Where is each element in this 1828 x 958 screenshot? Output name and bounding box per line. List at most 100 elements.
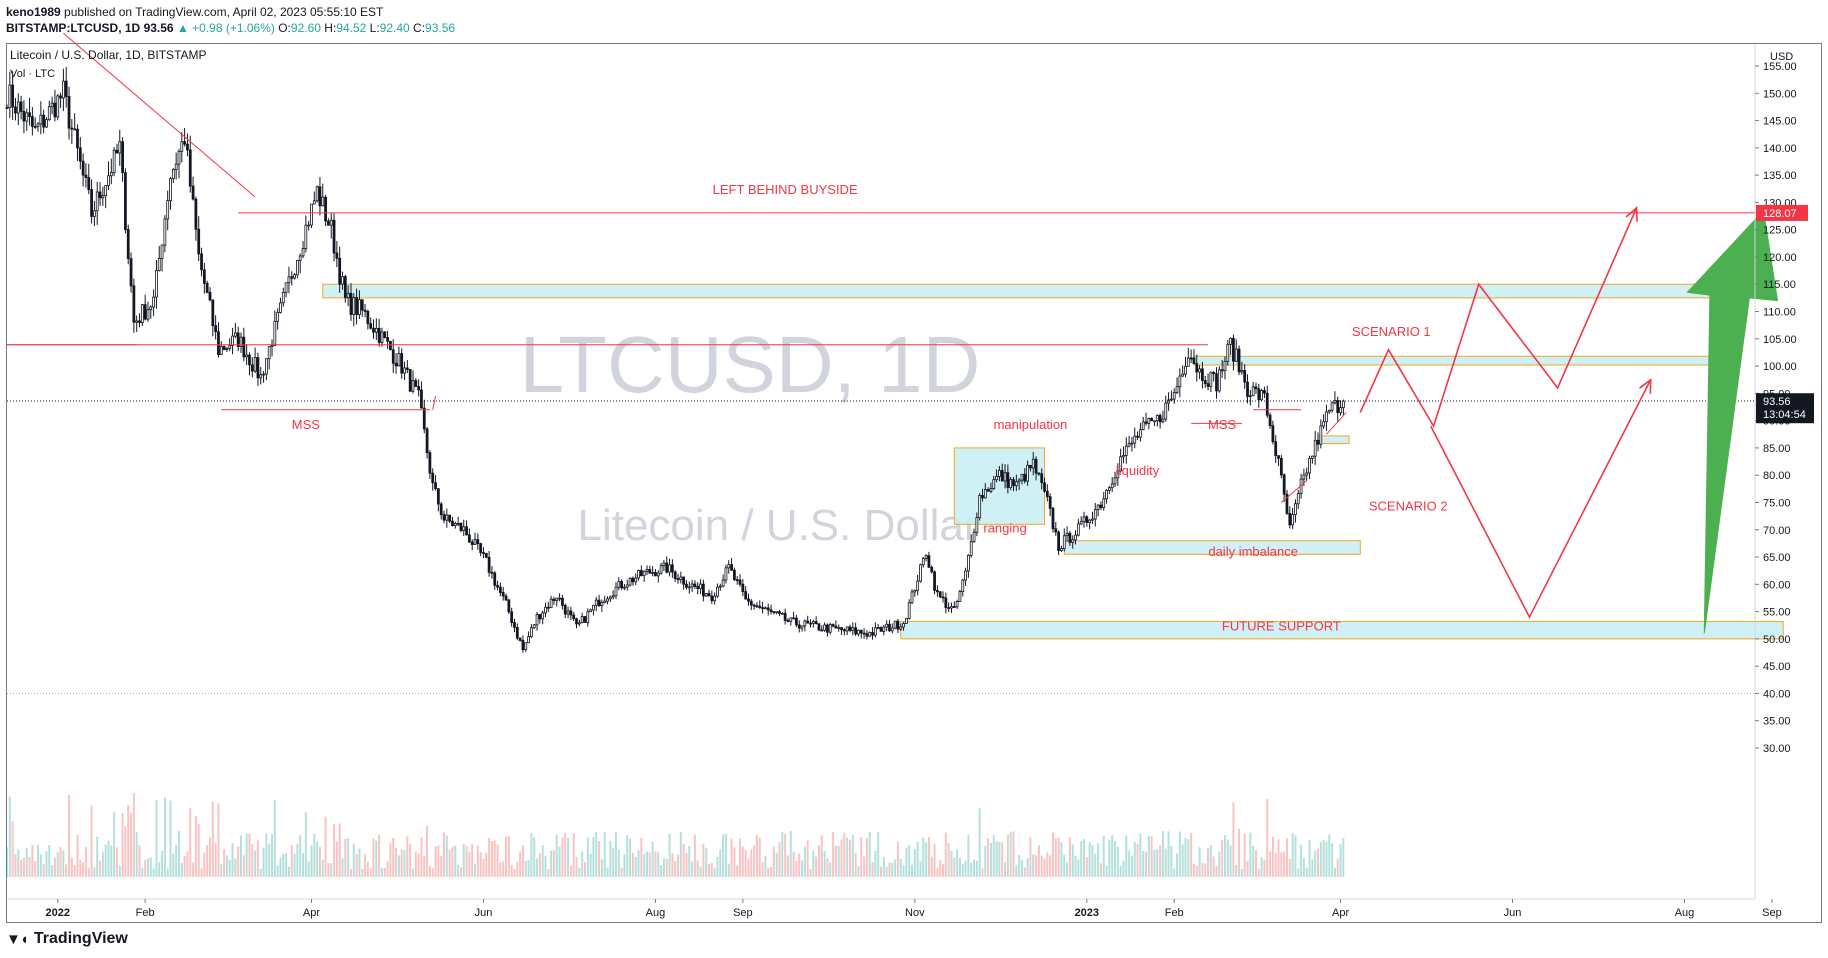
volume-bar — [324, 816, 327, 877]
volume-bar — [457, 864, 460, 877]
candle-body — [1105, 489, 1108, 500]
candle-body — [913, 589, 917, 593]
volume-bar — [400, 849, 403, 877]
candle-body — [358, 299, 361, 315]
price-tick-label: 110.00 — [1763, 307, 1796, 319]
volume-bar — [290, 844, 293, 877]
candle-body — [656, 572, 660, 577]
candle-body — [479, 543, 483, 553]
volume-bar — [101, 852, 104, 877]
volume-bar — [228, 859, 231, 877]
candle-body — [157, 258, 161, 272]
volume-bar — [149, 857, 152, 877]
candle-body — [561, 597, 564, 606]
close-value: 93.56 — [425, 21, 456, 35]
candle-body — [718, 585, 722, 588]
volume-bar — [265, 833, 268, 877]
volume-bar — [485, 852, 488, 877]
candle-body — [504, 595, 508, 601]
candle-body — [208, 291, 212, 301]
candle-body — [1325, 411, 1328, 423]
candle-body — [1020, 473, 1024, 481]
volume-bar — [1252, 845, 1255, 877]
candle-body — [202, 269, 206, 284]
volume-bar — [981, 868, 984, 877]
volume-bar — [479, 852, 482, 877]
candle-body — [1265, 392, 1269, 416]
time-tick-label: Aug — [646, 907, 666, 919]
candle-body — [467, 534, 471, 543]
open-value: 92.60 — [290, 21, 321, 35]
volume-bar — [20, 859, 23, 877]
volume-bar — [880, 866, 882, 877]
volume-bar — [888, 862, 891, 877]
candle-body — [1181, 373, 1185, 377]
candle-body — [854, 627, 858, 635]
candle-body — [36, 123, 40, 127]
candle-body — [735, 579, 739, 582]
price-tick-label: 150.00 — [1763, 88, 1797, 100]
candle-body — [87, 177, 91, 191]
watermark-symbol: LTCUSD, 1D — [520, 320, 981, 409]
time-tick-label: Aug — [1675, 907, 1695, 919]
candle-body — [1023, 473, 1027, 482]
volume-bar — [59, 847, 62, 877]
volume-bar — [1097, 843, 1100, 877]
volume-bar — [76, 834, 79, 877]
volume-bar — [347, 838, 350, 877]
candle-body — [809, 622, 812, 625]
volume-bar — [189, 808, 192, 877]
candle-body — [668, 564, 671, 573]
volume-bar — [110, 845, 113, 877]
volume-bar — [1125, 835, 1128, 877]
volume-bar — [113, 812, 116, 877]
candle-body — [363, 309, 367, 312]
candle-body — [572, 614, 576, 620]
volume-bar — [581, 851, 584, 877]
volume-bar — [1288, 859, 1291, 877]
brand-name[interactable]: TradingView — [33, 930, 128, 947]
volume-bar — [440, 855, 443, 877]
volume-bar — [231, 843, 234, 877]
candle-body — [428, 452, 432, 474]
last-price-badge — [1756, 393, 1814, 424]
author-name[interactable]: keno1989 — [6, 5, 61, 19]
candle-body — [372, 327, 375, 333]
candle-body — [848, 626, 852, 631]
candle-body — [1254, 386, 1258, 390]
chart-frame[interactable] — [6, 43, 1822, 923]
volume-bar — [389, 842, 392, 877]
candle-body — [952, 606, 956, 608]
volume-bar — [795, 861, 798, 877]
countdown-text: 13:04:54 — [1763, 409, 1806, 421]
candle-body — [535, 614, 539, 626]
candle-body — [386, 337, 389, 342]
volume-bar — [56, 852, 59, 877]
volume-bar — [1156, 849, 1159, 877]
price-change: ▲ +0.98 (+1.06%) — [176, 21, 275, 35]
volume-bar — [395, 847, 398, 877]
volume-bar — [1012, 831, 1015, 877]
candle-body — [146, 309, 150, 320]
candle-body — [324, 196, 327, 222]
volume-bar — [468, 851, 471, 877]
volume-bar — [14, 854, 17, 877]
candle-body — [1138, 429, 1142, 438]
volume-bar — [121, 812, 124, 877]
volume-bar — [905, 847, 908, 877]
volume-bar — [1159, 845, 1162, 877]
candle-body — [1079, 521, 1083, 525]
candle-body — [242, 336, 246, 358]
candle-body — [414, 380, 418, 387]
candle-body — [983, 489, 987, 499]
volume-bar — [454, 845, 457, 877]
volume-bar — [513, 868, 516, 877]
candle-body — [532, 624, 536, 629]
candle-body — [400, 353, 404, 374]
volume-bar — [555, 834, 558, 877]
volume-bar — [973, 859, 976, 877]
volume-bar — [372, 838, 375, 877]
candle-body — [1260, 390, 1263, 401]
